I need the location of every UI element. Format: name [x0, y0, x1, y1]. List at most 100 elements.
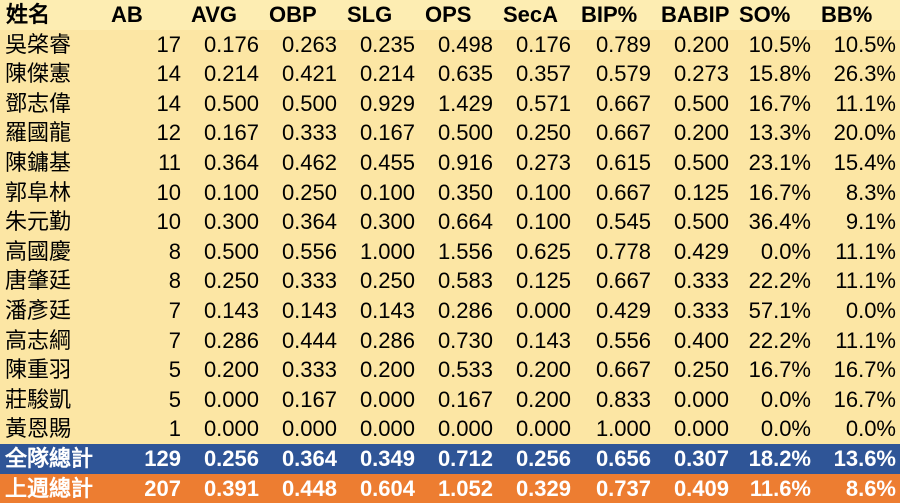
cell: 0.667 [575, 355, 655, 385]
row-label: 鄧志偉 [0, 88, 105, 119]
player-row: 鄧志偉 14 0.500 0.500 0.929 1.429 0.571 0.667 0.500… [0, 88, 900, 119]
cell: 13.6% [815, 443, 900, 474]
cell: 0.635 [419, 59, 497, 89]
cell: 0.167 [341, 118, 419, 148]
cell: 22.2% [733, 266, 815, 296]
cell: 11.1% [815, 236, 900, 267]
player-row: 黃恩賜 1 0.000 0.000 0.000 0.000 0.000 1.000 0.000 0… [0, 414, 900, 444]
cell: 14 [105, 88, 185, 119]
cell: 0.500 [655, 207, 733, 237]
cell: 0.214 [341, 59, 419, 89]
cell: 0.712 [419, 443, 497, 474]
cell: 0.448 [263, 473, 341, 503]
cell: 0.357 [497, 59, 575, 89]
cell: 0.500 [655, 88, 733, 119]
cell: SLG [341, 0, 419, 30]
cell: 8.6% [815, 473, 900, 503]
cell: 0.333 [263, 118, 341, 148]
cell: SO% [733, 0, 815, 30]
cell: 0.730 [419, 325, 497, 356]
cell: 0.000 [497, 295, 575, 326]
cell: 15.8% [733, 59, 815, 89]
cell: 8 [105, 266, 185, 296]
cell: 0.200 [497, 355, 575, 385]
cell: 0.500 [655, 147, 733, 178]
cell: 11 [105, 147, 185, 178]
cell: 11.6% [733, 473, 815, 503]
row-label: 唐肇廷 [0, 266, 105, 296]
player-row: 羅國龍 12 0.167 0.333 0.167 0.500 0.250 0.667 0.200… [0, 118, 900, 148]
player-row: 陳重羽 5 0.200 0.333 0.200 0.533 0.200 0.667 0.250 1… [0, 355, 900, 385]
cell: 129 [105, 443, 185, 474]
cell: 0.455 [341, 147, 419, 178]
player-row: 郭阜林 10 0.100 0.250 0.100 0.350 0.100 0.667 0.125… [0, 177, 900, 208]
cell: 1.000 [575, 414, 655, 444]
cell: 9.1% [815, 207, 900, 237]
cell: 0.400 [655, 325, 733, 356]
cell: 5 [105, 384, 185, 415]
cell: 0.125 [497, 266, 575, 296]
cell: 0.250 [655, 355, 733, 385]
cell: 0.200 [655, 118, 733, 148]
cell: 1.052 [419, 473, 497, 503]
header-row: 姓名 AB AVG OBP SLG OPS SecA BIP% BABIP SO% BB% [0, 0, 900, 30]
cell: 0.000 [655, 384, 733, 415]
row-label: 高國慶 [0, 236, 105, 267]
cell: 0.409 [655, 473, 733, 503]
cell: 10 [105, 177, 185, 208]
cell: 8.3% [815, 177, 900, 208]
cell: 0.583 [419, 266, 497, 296]
cell: 0.0% [815, 295, 900, 326]
cell: 0.235 [341, 29, 419, 60]
cell: 11.1% [815, 88, 900, 119]
cell: 0.143 [341, 295, 419, 326]
cell: 0.000 [419, 414, 497, 444]
cell: 0.329 [497, 473, 575, 503]
cell: 0.273 [497, 147, 575, 178]
cell: 0.364 [185, 147, 263, 178]
cell: 0.625 [497, 236, 575, 267]
cell: 0.667 [575, 88, 655, 119]
row-label: 上週總計 [0, 473, 105, 503]
cell: 0.421 [263, 59, 341, 89]
player-row: 吳棨睿 17 0.176 0.263 0.235 0.498 0.176 0.789 0.200… [0, 29, 900, 60]
cell: 0.286 [185, 325, 263, 356]
cell: 11.1% [815, 266, 900, 296]
cell: 0.667 [575, 266, 655, 296]
cell: 0.143 [497, 325, 575, 356]
cell: 17 [105, 29, 185, 60]
cell: 0.350 [419, 177, 497, 208]
cell: 0.250 [185, 266, 263, 296]
cell: 0.667 [575, 118, 655, 148]
cell: 1.556 [419, 236, 497, 267]
cell: 10.5% [733, 29, 815, 60]
row-label: 陳鏞基 [0, 147, 105, 178]
cell: 0.263 [263, 29, 341, 60]
cell: 0.556 [263, 236, 341, 267]
cell: 0.167 [419, 384, 497, 415]
cell: 0.579 [575, 59, 655, 89]
cell: 0.000 [185, 414, 263, 444]
cell: BIP% [575, 0, 655, 30]
cell: 0.300 [185, 207, 263, 237]
cell: 0.000 [655, 414, 733, 444]
cell: 1 [105, 414, 185, 444]
cell: 0.100 [497, 207, 575, 237]
cell: 13.3% [733, 118, 815, 148]
cell: 0.200 [185, 355, 263, 385]
cell: 0.500 [185, 236, 263, 267]
cell: 0.250 [497, 118, 575, 148]
row-label: 陳傑憲 [0, 59, 105, 89]
cell: 16.7% [733, 177, 815, 208]
cell: 0.176 [497, 29, 575, 60]
cell: OBP [263, 0, 341, 30]
cell: 36.4% [733, 207, 815, 237]
cell: 1.000 [341, 236, 419, 267]
cell: 7 [105, 325, 185, 356]
cell: 0.462 [263, 147, 341, 178]
cell: 0.286 [419, 295, 497, 326]
player-row: 陳傑憲 14 0.214 0.421 0.214 0.635 0.357 0.579 0.273… [0, 59, 900, 89]
cell: AB [105, 0, 185, 30]
cell: 0.498 [419, 29, 497, 60]
